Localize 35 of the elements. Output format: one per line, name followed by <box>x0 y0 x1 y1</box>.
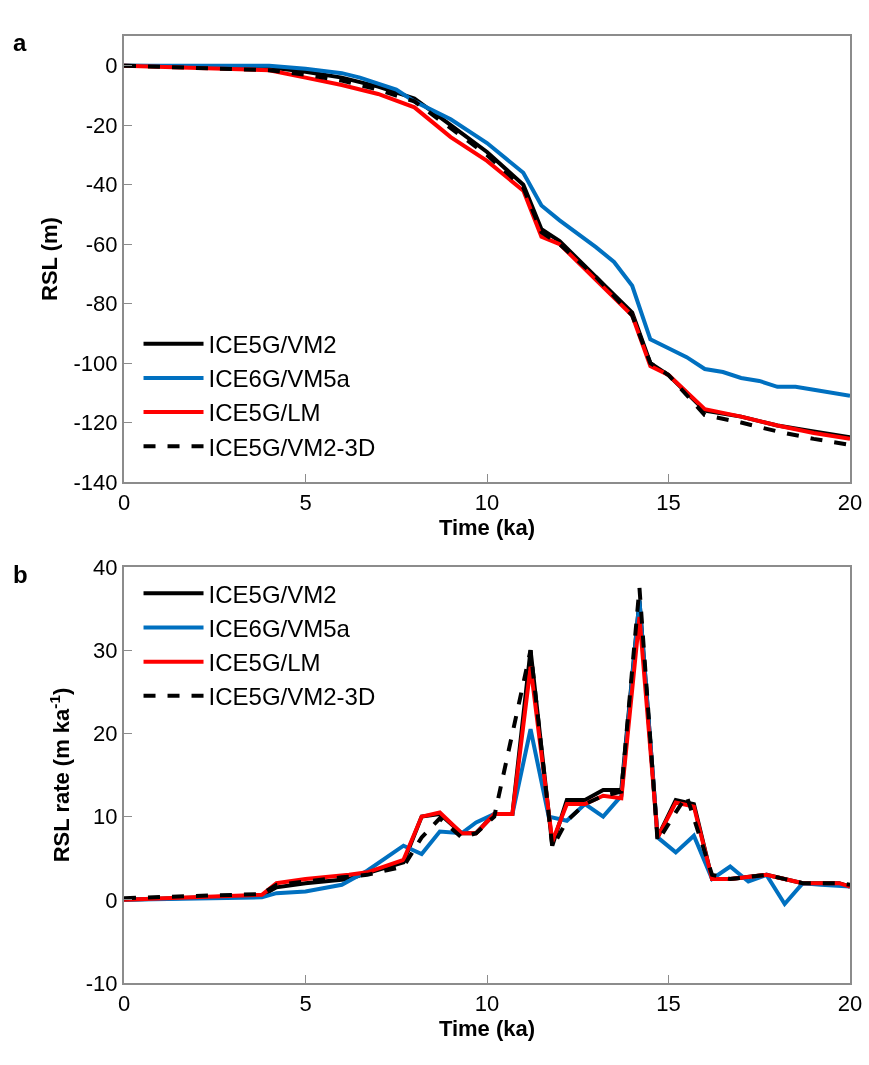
y-tick-label: -40 <box>85 172 118 198</box>
y-tick-label: -100 <box>73 350 118 376</box>
x-tick-label: 15 <box>656 490 681 516</box>
y-tick-label: -20 <box>85 112 118 138</box>
y-tick-label: 0 <box>105 53 118 79</box>
chart-title: a <box>13 29 27 56</box>
x-tick-label: 10 <box>474 490 500 516</box>
chart-title: b <box>13 561 28 588</box>
y-tick-label: -80 <box>85 291 118 317</box>
legend-label: ICE5G/VM2 <box>208 331 337 359</box>
y-tick-label: -60 <box>85 231 118 257</box>
y-tick-label: -140 <box>73 469 118 495</box>
x-axis-title: Time (ka) <box>438 1016 536 1042</box>
y-tick-label: 40 <box>93 554 118 580</box>
x-tick-label: 10 <box>474 991 500 1017</box>
y-tick-label: 0 <box>105 887 118 913</box>
x-tick-label: 15 <box>656 991 681 1017</box>
y-tick-label: 10 <box>93 804 118 830</box>
y-tick-label: -10 <box>85 970 118 996</box>
legend-label: ICE5G/LM <box>208 649 321 677</box>
y-tick-label: -120 <box>73 410 118 436</box>
x-tick-label: 20 <box>837 991 863 1017</box>
legend-label: ICE5G/LM <box>208 399 321 427</box>
legend-label: ICE5G/VM2 <box>208 580 337 608</box>
x-tick-label: 5 <box>299 991 312 1017</box>
x-axis-title: Time (ka) <box>438 515 536 540</box>
legend-label: ICE5G/VM2-3D <box>208 433 376 461</box>
y-axis-title: RSL (m) <box>36 217 62 301</box>
legend-label: ICE6G/VM5a <box>208 365 351 393</box>
y-tick-label: 30 <box>93 637 118 663</box>
x-tick-label: 5 <box>299 490 312 516</box>
x-tick-label: 20 <box>837 490 863 516</box>
legend-label: ICE6G/VM5a <box>208 614 351 642</box>
legend-label: ICE5G/VM2-3D <box>208 683 376 711</box>
y-tick-label: 20 <box>93 721 118 747</box>
